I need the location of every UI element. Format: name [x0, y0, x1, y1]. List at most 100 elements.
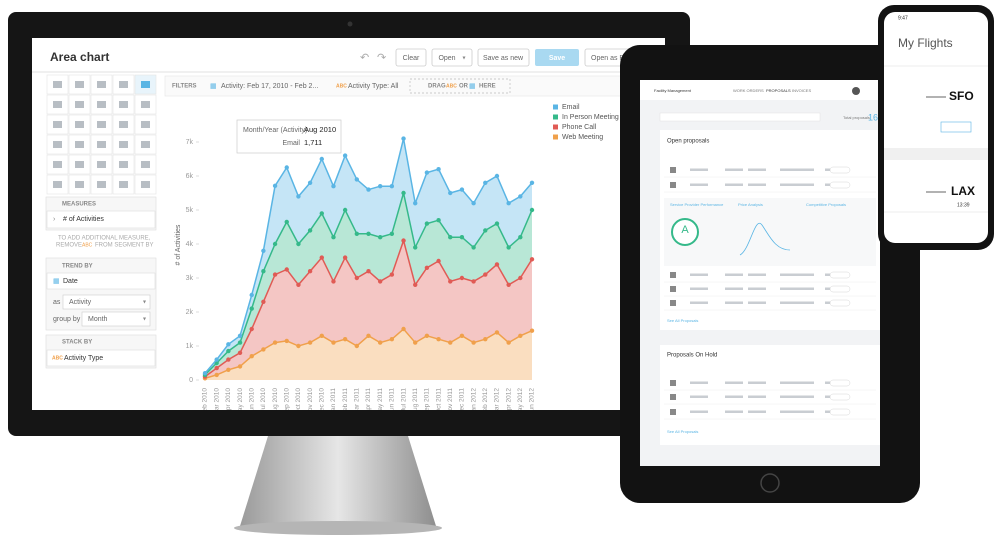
- data-point[interactable]: [319, 156, 324, 162]
- data-point[interactable]: [272, 272, 278, 277]
- data-point[interactable]: [307, 180, 313, 185]
- data-point[interactable]: [354, 231, 360, 236]
- data-point[interactable]: [342, 255, 348, 260]
- data-point[interactable]: [471, 245, 476, 250]
- data-point[interactable]: [214, 372, 219, 378]
- data-point[interactable]: [377, 235, 383, 240]
- data-point[interactable]: [319, 211, 324, 216]
- data-point[interactable]: [436, 167, 441, 172]
- as-dropdown[interactable]: [62, 294, 151, 310]
- data-point[interactable]: [459, 187, 465, 192]
- data-point[interactable]: [506, 340, 511, 345]
- data-point[interactable]: [401, 136, 406, 141]
- data-point[interactable]: [366, 333, 371, 338]
- data-point[interactable]: [529, 328, 535, 333]
- data-point[interactable]: [226, 342, 231, 347]
- data-point[interactable]: [424, 265, 430, 270]
- group-by-dropdown[interactable]: [81, 311, 151, 327]
- tablet-tab[interactable]: PROPOSALS: [766, 88, 791, 93]
- data-point[interactable]: [448, 190, 453, 196]
- data-point[interactable]: [249, 306, 254, 311]
- stack-item[interactable]: [46, 349, 156, 367]
- data-point[interactable]: [377, 340, 383, 345]
- data-point[interactable]: [214, 365, 219, 371]
- data-point[interactable]: [413, 340, 418, 345]
- data-point[interactable]: [261, 299, 266, 304]
- data-point[interactable]: [237, 350, 243, 355]
- data-point[interactable]: [424, 333, 430, 338]
- data-point[interactable]: [448, 279, 453, 284]
- data-point[interactable]: [413, 201, 418, 206]
- data-point[interactable]: [494, 221, 500, 226]
- data-point[interactable]: [342, 207, 348, 213]
- data-point[interactable]: [483, 272, 488, 277]
- data-point[interactable]: [459, 235, 465, 240]
- legend-label[interactable]: Web Meeting: [562, 134, 603, 141]
- data-point[interactable]: [272, 183, 278, 189]
- data-point[interactable]: [354, 275, 360, 281]
- view-all-link[interactable]: See All Proposals: [667, 318, 698, 323]
- data-point[interactable]: [307, 228, 313, 233]
- data-point[interactable]: [272, 340, 278, 345]
- data-point[interactable]: [249, 326, 254, 332]
- data-point[interactable]: [494, 330, 500, 335]
- data-point[interactable]: [483, 337, 488, 342]
- data-point[interactable]: [483, 180, 488, 185]
- legend-label[interactable]: Email: [562, 104, 580, 111]
- save-as-new-button[interactable]: [477, 48, 530, 67]
- data-point[interactable]: [389, 337, 395, 342]
- open-button[interactable]: [431, 48, 473, 67]
- data-point[interactable]: [319, 333, 324, 338]
- data-point[interactable]: [483, 228, 488, 233]
- data-point[interactable]: [448, 235, 453, 240]
- data-point[interactable]: [331, 184, 336, 189]
- data-point[interactable]: [518, 235, 523, 240]
- data-point[interactable]: [261, 347, 266, 352]
- data-point[interactable]: [424, 170, 430, 175]
- redo-icon[interactable]: ↷: [377, 52, 386, 64]
- data-point[interactable]: [284, 219, 289, 225]
- data-point[interactable]: [471, 340, 476, 345]
- measure-item[interactable]: [46, 210, 156, 229]
- data-point[interactable]: [471, 279, 476, 284]
- data-point[interactable]: [296, 282, 301, 287]
- data-point[interactable]: [377, 184, 383, 189]
- data-point[interactable]: [389, 272, 395, 277]
- data-point[interactable]: [506, 282, 511, 287]
- data-point[interactable]: [331, 279, 336, 284]
- data-point[interactable]: [354, 177, 360, 182]
- data-point[interactable]: [226, 357, 231, 362]
- date-item[interactable]: [46, 272, 156, 290]
- data-point[interactable]: [366, 187, 371, 192]
- data-point[interactable]: [237, 340, 243, 345]
- drop-zone[interactable]: [409, 78, 511, 94]
- data-point[interactable]: [377, 279, 383, 284]
- data-point[interactable]: [296, 241, 301, 247]
- data-point[interactable]: [284, 267, 289, 272]
- data-point[interactable]: [249, 292, 254, 298]
- data-point[interactable]: [401, 326, 406, 332]
- data-point[interactable]: [237, 333, 243, 338]
- data-point[interactable]: [459, 275, 465, 281]
- data-point[interactable]: [518, 333, 523, 338]
- data-point[interactable]: [342, 153, 348, 158]
- data-point[interactable]: [389, 231, 395, 236]
- data-point[interactable]: [506, 201, 511, 206]
- save-button[interactable]: [535, 49, 579, 66]
- data-point[interactable]: [214, 357, 219, 362]
- data-point[interactable]: [529, 180, 535, 185]
- data-point[interactable]: [331, 235, 336, 240]
- data-point[interactable]: [249, 354, 254, 359]
- data-point[interactable]: [494, 262, 500, 267]
- data-point[interactable]: [237, 364, 243, 369]
- data-point[interactable]: [307, 340, 313, 345]
- data-point[interactable]: [401, 238, 406, 243]
- clear-button[interactable]: [395, 48, 427, 67]
- data-point[interactable]: [296, 343, 301, 349]
- data-point[interactable]: [202, 371, 208, 376]
- data-point[interactable]: [529, 207, 535, 213]
- tablet-tab[interactable]: WORK ORDERS: [733, 88, 764, 93]
- view-all-link[interactable]: See All Proposals: [667, 429, 698, 434]
- details-button[interactable]: [940, 121, 972, 133]
- data-point[interactable]: [226, 367, 231, 372]
